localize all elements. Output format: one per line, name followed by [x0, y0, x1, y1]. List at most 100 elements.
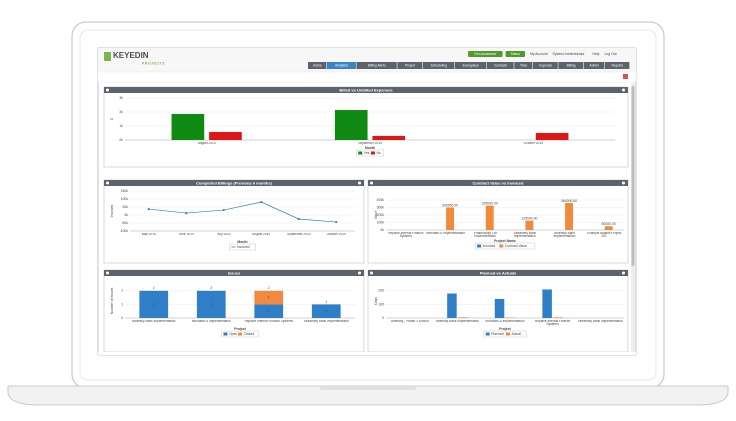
x-tick-label: Streamley Bank Implementation [303, 319, 349, 323]
segment-label: 2 [153, 302, 155, 306]
bar-segment [311, 304, 341, 318]
header-link[interactable]: System Administrator [553, 52, 586, 56]
panel-expand[interactable] [622, 181, 625, 185]
segment-label: 2 [210, 302, 212, 306]
total-label: 1 [325, 300, 327, 304]
bar-segment [254, 290, 284, 305]
header-link[interactable]: Log Out [605, 52, 617, 56]
x-tick-label-box: Replace Internal Finance Systems [388, 232, 423, 238]
header-button[interactable] [505, 51, 525, 57]
nav-item[interactable] [397, 62, 423, 69]
legend-label: Actual [511, 332, 521, 336]
bar [565, 203, 574, 230]
segment-label: 1 [268, 295, 270, 299]
nav-item[interactable] [604, 62, 630, 69]
panel-header [104, 180, 364, 186]
nav-item[interactable] [558, 62, 584, 69]
toolbar-icon[interactable] [623, 74, 628, 79]
x-tick-label: Pharmacorp Ltd Implementation [473, 231, 497, 239]
legend-label: Invoiced [237, 245, 250, 249]
panel-header [104, 87, 628, 93]
bar [604, 226, 613, 230]
x-tick-label-box: InnovateCo Implementation [425, 231, 465, 235]
x-tick-label-box: September 2014 [358, 142, 382, 145]
logo-sub: PROJECTS [142, 61, 165, 65]
y-axis-label: $ [110, 118, 114, 120]
panel-expand[interactable] [358, 181, 361, 185]
nav-item[interactable] [486, 62, 514, 69]
nav-label: Contacts [494, 63, 507, 67]
header-button-label: Get Assistance [474, 52, 496, 56]
panel-expand[interactable] [622, 271, 625, 275]
nav-label: Billing [567, 63, 576, 67]
nav-label: Analytics [335, 63, 349, 67]
x-tick-label-box: September 2014 [286, 232, 311, 236]
panel-title: Planned vs Actuals [480, 270, 517, 275]
nav-item[interactable] [583, 62, 605, 69]
x-tick-label: October 2014 [326, 232, 346, 236]
panel-expand[interactable] [622, 88, 625, 92]
panel-refresh[interactable] [106, 271, 109, 275]
bar [553, 317, 563, 318]
value-label: 125000.00 [521, 217, 537, 221]
line-point [335, 220, 338, 224]
bar [447, 293, 457, 318]
legend-label: Yes [364, 151, 370, 155]
y-tick-label: 0k [124, 213, 128, 217]
y-tick-label: 1k [119, 124, 123, 128]
x-tick-label: InnovateCo Implementation [425, 231, 465, 235]
x-tick-label-box: Amersby Bank Implementation [553, 231, 576, 239]
x-tick-label-box: October 2014 [524, 142, 543, 145]
y-tick-label: -100k [120, 229, 129, 233]
x-axis-label: Project [234, 327, 246, 331]
x-tick-label-box: August 2014 [197, 141, 216, 145]
x-tick-label: June 2014 [178, 232, 194, 236]
x-tick-label: Amersby Bank Implementation [435, 319, 480, 323]
x-tick-label: September 2014 [286, 232, 311, 236]
y-tick-label: 2 [121, 289, 123, 293]
panel-refresh[interactable] [106, 88, 109, 92]
y-tick-label: 100k [121, 197, 129, 201]
bar-segment [139, 290, 169, 318]
line-point [185, 211, 188, 215]
panel-refresh[interactable] [106, 181, 109, 185]
header-button-label: Status [511, 52, 521, 56]
nav-label: Scheduling [431, 63, 447, 67]
bar [485, 205, 494, 230]
x-tick-label: May 2014 [141, 232, 156, 236]
panel-expand[interactable] [358, 271, 361, 275]
x-tick-label: Replace Internal Finance Systems [534, 319, 571, 327]
bar [542, 289, 552, 318]
x-tick-label-box: Streamley Bank Implementation [578, 320, 623, 323]
legend-swatch [370, 151, 375, 155]
bar [458, 317, 468, 318]
nav-item[interactable] [308, 62, 327, 69]
legend-swatch [223, 332, 228, 336]
nav-item[interactable] [514, 62, 533, 69]
header-button[interactable] [468, 51, 503, 57]
x-tick-label: Replace Internal Finance Systems [244, 319, 294, 323]
header-link[interactable]: My Account [530, 52, 548, 56]
header-link[interactable]: Help [593, 52, 600, 56]
nav-item[interactable] [454, 62, 487, 69]
panel-refresh[interactable] [370, 181, 373, 185]
bar [334, 110, 368, 140]
line-point [222, 208, 225, 212]
nav-item[interactable] [533, 62, 558, 69]
panel-title: Billed vs Unbilled Expenses [339, 87, 393, 92]
nav-label: Project [405, 63, 415, 67]
x-tick-label-box: July 2014 [217, 233, 231, 236]
nav-item[interactable] [422, 62, 455, 69]
panel-refresh[interactable] [370, 271, 373, 275]
nav-item[interactable] [326, 62, 356, 69]
legend-label: Contract Value [505, 244, 527, 248]
nav-item[interactable] [356, 62, 397, 69]
x-tick-label-box: August 2014 [252, 233, 270, 236]
legend-label: Closed [244, 332, 255, 336]
y-axis-label: Days [374, 297, 378, 305]
bar [446, 207, 455, 230]
y-tick-label: 2k [119, 110, 123, 114]
x-tick-label: August 2014 [197, 141, 216, 145]
x-tick-label: Amersby Bank Implementation [553, 231, 576, 239]
scroll-thumb[interactable] [631, 86, 635, 266]
